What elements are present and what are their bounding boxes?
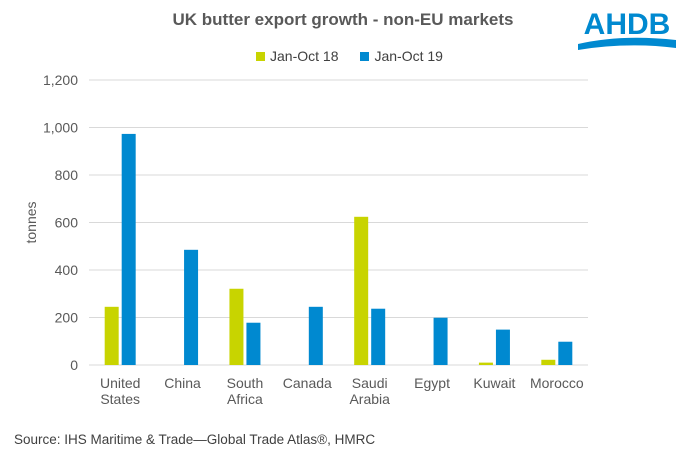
y-tick-label: 1,000 bbox=[43, 120, 78, 136]
x-tick-label: Morocco bbox=[530, 375, 584, 391]
bar-2018 bbox=[478, 362, 493, 365]
y-tick-label: 1,200 bbox=[43, 72, 78, 88]
x-tick-label: Egypt bbox=[414, 375, 450, 391]
y-tick-label: 600 bbox=[55, 215, 79, 231]
bar-2019 bbox=[246, 322, 261, 365]
x-tick-label: Kuwait bbox=[473, 375, 515, 391]
x-tick-label: United bbox=[100, 375, 140, 391]
chart-title: UK butter export growth - non-EU markets bbox=[172, 10, 514, 29]
legend-item-2018: Jan-Oct 18 bbox=[256, 48, 338, 64]
bar-2019 bbox=[121, 133, 136, 365]
x-tick-label: South bbox=[227, 375, 264, 391]
bar-2018 bbox=[104, 306, 119, 365]
bar-2018 bbox=[229, 288, 244, 365]
y-tick-label: 800 bbox=[55, 167, 79, 183]
source-note: Source: IHS Maritime & Trade—Global Trad… bbox=[14, 432, 376, 447]
x-tick-label: Canada bbox=[283, 375, 332, 391]
x-tick-label: Africa bbox=[227, 391, 263, 407]
legend-item-2019: Jan-Oct 19 bbox=[360, 48, 443, 64]
legend-swatch-2019 bbox=[360, 52, 370, 61]
legend-swatch-2018 bbox=[256, 52, 265, 61]
y-tick-label: 400 bbox=[55, 262, 79, 278]
x-tick-label: Arabia bbox=[349, 391, 390, 407]
bar-2018 bbox=[541, 359, 556, 365]
bar-2019 bbox=[308, 306, 323, 365]
x-tick-label: China bbox=[164, 375, 201, 391]
bar-2018 bbox=[354, 216, 369, 365]
legend-label: Jan-Oct 19 bbox=[374, 48, 443, 64]
legend-label: Jan-Oct 18 bbox=[270, 48, 339, 64]
bar-2019 bbox=[495, 329, 510, 365]
bar-2019 bbox=[558, 341, 573, 365]
y-tick-label: 0 bbox=[70, 357, 78, 373]
svg-text:AHDB: AHDB bbox=[584, 8, 671, 41]
y-tick-label: 200 bbox=[55, 310, 79, 326]
legend: Jan-Oct 18 Jan-Oct 19 bbox=[256, 48, 443, 64]
bar-2019 bbox=[184, 249, 199, 365]
bar-2019 bbox=[371, 308, 386, 365]
x-tick-label: Saudi bbox=[352, 375, 388, 391]
y-axis-label: tonnes bbox=[23, 201, 39, 243]
ahdb-logo: AHDB bbox=[578, 8, 676, 50]
x-tick-label: States bbox=[100, 391, 140, 407]
bar-2019 bbox=[433, 317, 448, 365]
